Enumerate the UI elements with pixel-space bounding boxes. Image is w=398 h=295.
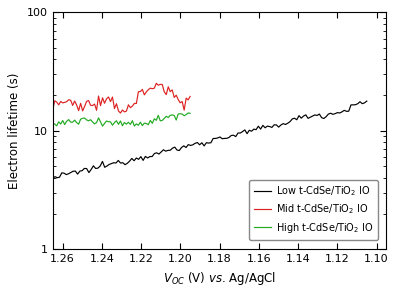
Mid t-CdSe/TiO$_2$ IO (51, 108, 55, 111)
Mid t-CdSe/TiO$_2$ IO (188, 95, 193, 98)
Low t-CdSe/TiO$_2$ IO (82, 167, 87, 170)
High t-CdSe/TiO$_2$ IO (188, 112, 193, 115)
Low t-CdSe/TiO$_2$ IO (68, 171, 73, 174)
High t-CdSe/TiO$_2$ IO (110, 123, 115, 127)
Y-axis label: Electron lifetime (s): Electron lifetime (s) (8, 73, 21, 189)
Mid t-CdSe/TiO$_2$ IO (82, 105, 87, 108)
High t-CdSe/TiO$_2$ IO (170, 113, 175, 117)
High t-CdSe/TiO$_2$ IO (128, 123, 133, 126)
Mid t-CdSe/TiO$_2$ IO (118, 111, 123, 115)
Line: Low t-CdSe/TiO$_2$ IO: Low t-CdSe/TiO$_2$ IO (53, 101, 367, 178)
Mid t-CdSe/TiO$_2$ IO (154, 82, 159, 85)
Line: Mid t-CdSe/TiO$_2$ IO: Mid t-CdSe/TiO$_2$ IO (53, 83, 190, 113)
Mid t-CdSe/TiO$_2$ IO (108, 100, 113, 103)
X-axis label: $V_{OC}$ (V) $vs$. Ag/AgCl: $V_{OC}$ (V) $vs$. Ag/AgCl (163, 270, 276, 287)
High t-CdSe/TiO$_2$ IO (82, 116, 87, 120)
Line: High t-CdSe/TiO$_2$ IO: High t-CdSe/TiO$_2$ IO (53, 113, 190, 126)
High t-CdSe/TiO$_2$ IO (100, 124, 105, 128)
Low t-CdSe/TiO$_2$ IO (51, 176, 55, 180)
Low t-CdSe/TiO$_2$ IO (107, 163, 111, 166)
High t-CdSe/TiO$_2$ IO (68, 120, 73, 124)
Low t-CdSe/TiO$_2$ IO (365, 99, 369, 103)
Mid t-CdSe/TiO$_2$ IO (68, 99, 73, 102)
Mid t-CdSe/TiO$_2$ IO (92, 102, 97, 106)
Legend: Low t-CdSe/TiO$_2$ IO, Mid t-CdSe/TiO$_2$ IO, High t-CdSe/TiO$_2$ IO: Low t-CdSe/TiO$_2$ IO, Mid t-CdSe/TiO$_2… (249, 180, 378, 240)
Low t-CdSe/TiO$_2$ IO (206, 141, 211, 145)
Mid t-CdSe/TiO$_2$ IO (128, 106, 133, 109)
Low t-CdSe/TiO$_2$ IO (360, 102, 365, 105)
High t-CdSe/TiO$_2$ IO (51, 121, 55, 125)
Low t-CdSe/TiO$_2$ IO (62, 171, 66, 175)
High t-CdSe/TiO$_2$ IO (92, 122, 97, 126)
High t-CdSe/TiO$_2$ IO (186, 111, 191, 115)
Mid t-CdSe/TiO$_2$ IO (172, 96, 177, 99)
